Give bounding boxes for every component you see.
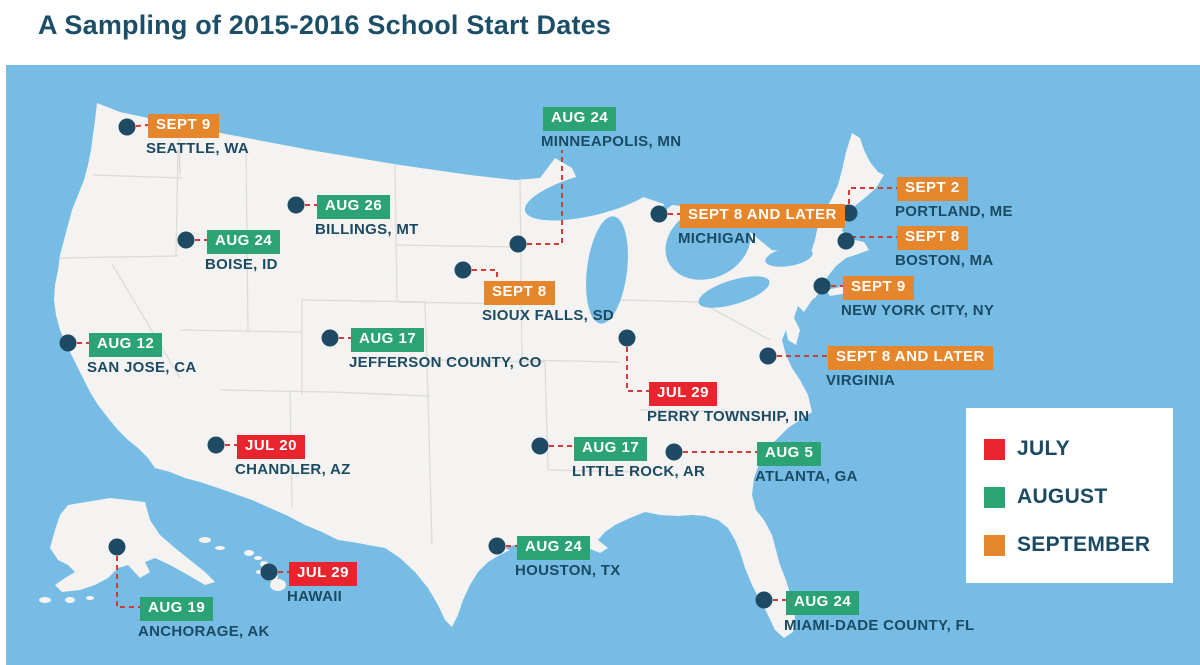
city-dot-hawaii	[260, 563, 278, 581]
city-label-billings: BILLINGS, MT	[315, 221, 419, 238]
city-dot-virginia	[759, 347, 777, 365]
lake-ontario	[765, 247, 813, 267]
city-label-houston: HOUSTON, TX	[515, 562, 621, 579]
date-badge-billings: AUG 26	[317, 195, 391, 219]
city-label-portland-me: PORTLAND, ME	[895, 203, 1013, 220]
city-label-nyc: NEW YORK CITY, NY	[841, 302, 995, 319]
city-dot-seattle	[118, 118, 136, 136]
city-dot-chandler	[207, 436, 225, 454]
date-badge-nyc: SEPT 9	[843, 276, 914, 300]
date-badge-portland-me: SEPT 2	[897, 177, 968, 201]
city-label-chandler: CHANDLER, AZ	[235, 461, 351, 478]
date-badge-boston: SEPT 8	[897, 226, 968, 250]
city-dot-nyc	[813, 277, 831, 295]
city-label-anchorage: ANCHORAGE, AK	[138, 623, 270, 640]
legend-label-august: AUGUST	[1017, 485, 1108, 508]
city-label-san-jose: SAN JOSE, CA	[87, 359, 197, 376]
lake-superior	[524, 167, 662, 221]
city-label-minneapolis: MINNEAPOLIS, MN	[541, 133, 682, 150]
date-badge-jefferson-county: AUG 17	[351, 328, 425, 352]
lake-michigan	[586, 216, 628, 324]
date-badge-little-rock: AUG 17	[574, 437, 648, 461]
city-dot-minneapolis	[509, 235, 527, 253]
date-badge-minneapolis: AUG 24	[543, 107, 617, 131]
date-badge-boise: AUG 24	[207, 230, 281, 254]
date-badge-virginia: SEPT 8 AND LATER	[828, 346, 993, 370]
city-label-boston: BOSTON, MA	[895, 252, 994, 269]
city-dot-boston	[837, 232, 855, 250]
city-dot-anchorage	[108, 538, 126, 556]
city-dot-san-jose	[59, 334, 77, 352]
city-label-hawaii: HAWAII	[287, 588, 343, 605]
date-badge-sioux-falls: SEPT 8	[484, 281, 555, 305]
city-dot-sioux-falls	[454, 261, 472, 279]
date-badge-chandler: JUL 20	[237, 435, 305, 459]
city-label-perry-township: PERRY TOWNSHIP, IN	[647, 408, 810, 425]
date-badge-hawaii: JUL 29	[289, 562, 357, 586]
legend-swatch-august	[984, 486, 1005, 508]
city-dot-billings	[287, 196, 305, 214]
alaska-islands	[39, 537, 225, 603]
legend-swatch-july	[984, 438, 1005, 460]
leader-line-anchorage	[116, 547, 140, 608]
city-dot-atlanta	[665, 443, 683, 461]
city-dot-michigan	[650, 205, 668, 223]
city-dot-little-rock	[531, 437, 549, 455]
city-label-sioux-falls: SIOUX FALLS, SD	[482, 307, 615, 324]
leader-line-portland-me	[848, 187, 897, 213]
date-badge-san-jose: AUG 12	[89, 333, 163, 357]
city-label-miami-dade: MIAMI-DADE COUNTY, FL	[784, 617, 975, 634]
city-dot-miami-dade	[755, 591, 773, 609]
leader-line-sioux-falls	[463, 269, 498, 281]
alaska-shape	[50, 498, 215, 592]
legend-label-september: SEPTEMBER	[1017, 533, 1151, 556]
date-badge-anchorage: AUG 19	[140, 597, 214, 621]
state-borders	[57, 117, 771, 546]
city-label-atlanta: ATLANTA, GA	[755, 468, 858, 485]
city-label-jefferson-county: JEFFERSON COUNTY, CO	[349, 354, 542, 371]
city-label-little-rock: LITTLE ROCK, AR	[572, 463, 706, 480]
leader-line-perry-township	[626, 338, 649, 392]
legend-label-july: JULY	[1017, 437, 1070, 460]
city-label-michigan: MICHIGAN	[678, 230, 757, 247]
date-badge-miami-dade: AUG 24	[786, 591, 860, 615]
date-badge-michigan: SEPT 8 AND LATER	[680, 204, 845, 228]
city-dot-perry-township	[618, 329, 636, 347]
lake-erie	[698, 276, 770, 308]
date-badge-seattle: SEPT 9	[148, 114, 219, 138]
city-dot-houston	[488, 537, 506, 555]
legend-item-september: SEPTEMBER	[984, 533, 1150, 557]
legend-swatch-september	[984, 534, 1005, 556]
date-badge-perry-township: JUL 29	[649, 382, 717, 406]
date-badge-atlanta: AUG 5	[757, 442, 822, 466]
legend-item-august: AUGUST	[984, 485, 1107, 509]
city-dot-jefferson-county	[321, 329, 339, 347]
city-dots	[59, 118, 858, 609]
legend: JULY AUGUST SEPTEMBER	[966, 408, 1173, 583]
city-label-virginia: VIRGINIA	[826, 372, 896, 389]
legend-item-july: JULY	[984, 437, 1070, 461]
page-title: A Sampling of 2015-2016 School Start Dat…	[38, 10, 612, 40]
city-label-seattle: SEATTLE, WA	[146, 140, 250, 157]
city-dot-boise	[177, 231, 195, 249]
date-badge-houston: AUG 24	[517, 536, 591, 560]
city-label-boise: BOISE, ID	[205, 256, 278, 273]
